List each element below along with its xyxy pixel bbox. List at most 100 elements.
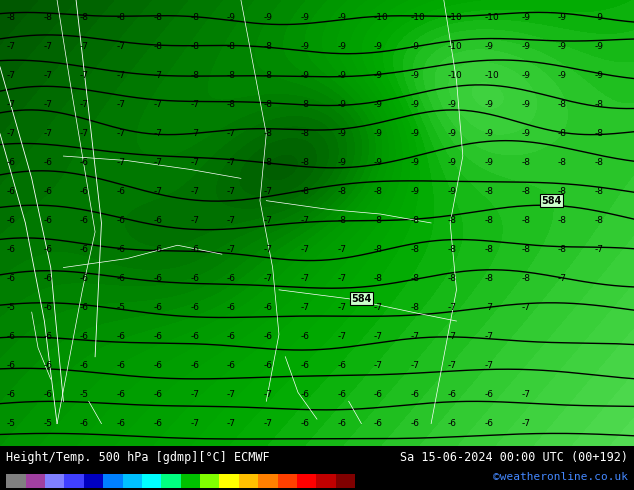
Text: -6: -6 xyxy=(264,303,273,312)
Text: -7: -7 xyxy=(190,216,199,225)
Text: -6: -6 xyxy=(80,245,89,254)
Text: -6: -6 xyxy=(264,332,273,341)
Text: -6: -6 xyxy=(153,216,162,225)
Text: -9: -9 xyxy=(521,42,530,51)
Text: -9: -9 xyxy=(595,72,604,80)
Bar xyxy=(6,474,26,488)
Text: -8: -8 xyxy=(448,274,456,283)
Text: -7: -7 xyxy=(374,303,383,312)
Text: -8: -8 xyxy=(190,72,199,80)
Text: -9: -9 xyxy=(337,72,346,80)
Text: -8: -8 xyxy=(558,158,567,167)
Text: -10: -10 xyxy=(448,42,462,51)
Text: -8: -8 xyxy=(484,216,493,225)
Text: -7: -7 xyxy=(43,129,52,138)
Bar xyxy=(335,474,355,488)
Text: -6: -6 xyxy=(80,303,89,312)
Text: -7: -7 xyxy=(80,129,89,138)
Text: -8: -8 xyxy=(117,13,126,23)
Text: -6: -6 xyxy=(190,274,199,283)
Text: -7: -7 xyxy=(153,158,162,167)
Text: -6: -6 xyxy=(80,158,89,167)
Text: -6: -6 xyxy=(43,390,52,399)
Text: -7: -7 xyxy=(80,42,89,51)
Text: -5: -5 xyxy=(117,303,126,312)
Text: -6: -6 xyxy=(43,158,52,167)
Text: -7: -7 xyxy=(227,390,236,399)
Bar xyxy=(142,474,161,488)
Text: -8: -8 xyxy=(43,13,52,23)
Text: -6: -6 xyxy=(484,419,493,428)
Text: -6: -6 xyxy=(80,332,89,341)
Bar xyxy=(239,474,258,488)
Text: -5: -5 xyxy=(80,390,89,399)
Text: -8: -8 xyxy=(301,129,309,138)
Text: -8: -8 xyxy=(264,158,273,167)
Text: -7: -7 xyxy=(264,390,273,399)
Text: -6: -6 xyxy=(153,390,162,399)
Text: -7: -7 xyxy=(190,419,199,428)
Text: -6: -6 xyxy=(411,419,420,428)
Text: -9: -9 xyxy=(411,187,420,196)
Text: -8: -8 xyxy=(521,187,530,196)
Text: -7: -7 xyxy=(190,100,199,109)
Text: -9: -9 xyxy=(448,129,456,138)
Bar xyxy=(316,474,335,488)
Text: -9: -9 xyxy=(484,158,493,167)
Bar xyxy=(161,474,181,488)
Text: -6: -6 xyxy=(153,274,162,283)
Text: -9: -9 xyxy=(411,129,420,138)
Text: -9: -9 xyxy=(301,13,309,23)
Text: -6: -6 xyxy=(227,303,236,312)
Text: -7: -7 xyxy=(43,72,52,80)
Text: -6: -6 xyxy=(43,303,52,312)
Text: -5: -5 xyxy=(6,419,15,428)
Text: -8: -8 xyxy=(595,158,604,167)
Text: -8: -8 xyxy=(374,187,383,196)
Text: -8: -8 xyxy=(264,129,273,138)
Text: -8: -8 xyxy=(337,187,346,196)
Text: -6: -6 xyxy=(117,419,126,428)
Text: -6: -6 xyxy=(117,390,126,399)
Text: -6: -6 xyxy=(227,274,236,283)
Text: -6: -6 xyxy=(80,361,89,370)
Bar xyxy=(278,474,297,488)
Text: -7: -7 xyxy=(301,303,309,312)
Text: -5: -5 xyxy=(6,303,15,312)
Text: -8: -8 xyxy=(521,216,530,225)
Text: -8: -8 xyxy=(190,42,199,51)
Text: -6: -6 xyxy=(153,303,162,312)
Text: -7: -7 xyxy=(117,158,126,167)
Text: -9: -9 xyxy=(301,72,309,80)
Text: -6: -6 xyxy=(227,361,236,370)
Text: -6: -6 xyxy=(190,245,199,254)
Text: -7: -7 xyxy=(6,42,15,51)
Bar xyxy=(219,474,239,488)
Text: -7: -7 xyxy=(117,129,126,138)
Text: -8: -8 xyxy=(448,245,456,254)
Text: -7: -7 xyxy=(337,245,346,254)
Text: -9: -9 xyxy=(411,100,420,109)
Text: -6: -6 xyxy=(411,390,420,399)
Text: -6: -6 xyxy=(43,245,52,254)
Text: -7: -7 xyxy=(521,419,530,428)
Text: -8: -8 xyxy=(190,13,199,23)
Text: -5: -5 xyxy=(43,419,52,428)
Text: -8: -8 xyxy=(484,187,493,196)
Bar xyxy=(181,474,200,488)
Text: -7: -7 xyxy=(43,42,52,51)
Text: -6: -6 xyxy=(484,390,493,399)
Text: -8: -8 xyxy=(6,13,15,23)
Text: -7: -7 xyxy=(153,72,162,80)
Bar xyxy=(122,474,142,488)
Text: -9: -9 xyxy=(595,42,604,51)
Text: -9: -9 xyxy=(264,13,273,23)
Text: -8: -8 xyxy=(301,158,309,167)
Text: -7: -7 xyxy=(227,158,236,167)
Text: -6: -6 xyxy=(153,245,162,254)
Text: -6: -6 xyxy=(301,361,309,370)
Text: -8: -8 xyxy=(301,100,309,109)
Text: -7: -7 xyxy=(301,245,309,254)
Text: -6: -6 xyxy=(80,187,89,196)
Text: -7: -7 xyxy=(448,332,456,341)
